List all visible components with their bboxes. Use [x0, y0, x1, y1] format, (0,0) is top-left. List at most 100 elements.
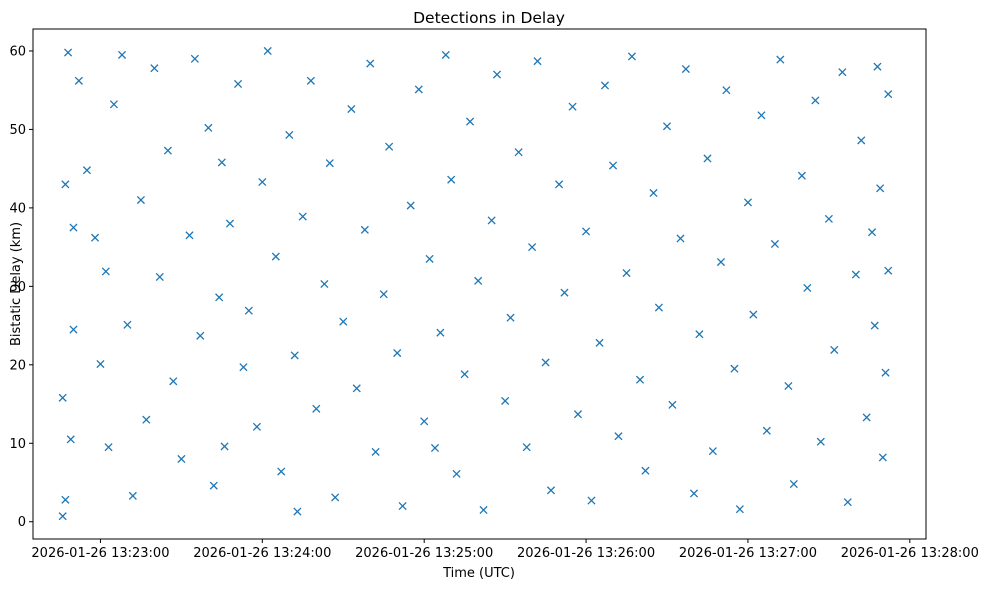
detection-point [635, 375, 645, 384]
detection-point [263, 46, 272, 56]
detection-point [163, 146, 172, 155]
detection-point [676, 234, 685, 243]
y-tick-label: 10 [9, 437, 26, 452]
x-tick-label: 2026-01-26 13:26:00 [517, 546, 655, 561]
detection-point [830, 345, 839, 354]
detection-point [69, 223, 78, 232]
detection-point [136, 195, 145, 205]
y-tick-label: 30 [9, 280, 26, 295]
detection-point [150, 64, 159, 73]
y-tick-label: 60 [9, 44, 26, 59]
detection-point [770, 239, 779, 249]
detection-point [74, 76, 83, 85]
y-tick-label: 20 [9, 358, 26, 373]
detection-point [101, 267, 110, 276]
detection-point [555, 180, 564, 189]
detection-point [546, 486, 556, 495]
detection-point [600, 81, 610, 90]
detection-point [398, 501, 407, 511]
detection-point [293, 507, 302, 516]
detection-point [501, 396, 510, 405]
detection-point [306, 76, 315, 85]
detection-point [430, 443, 440, 453]
detection-point [366, 59, 375, 68]
scatter-points [58, 46, 893, 521]
detection-point [277, 467, 286, 476]
x-axis: 2026-01-26 13:23:00 2026-01-26 13:24:00 20… [31, 539, 979, 561]
detection-point [735, 505, 744, 514]
detection-point [385, 142, 394, 151]
detection-point [123, 320, 132, 329]
detection-point [757, 111, 766, 120]
detection-point [789, 480, 798, 489]
plot-area-frame [32, 28, 927, 540]
detection-point [96, 359, 105, 369]
detection-point [876, 184, 885, 193]
detection-point [730, 364, 739, 373]
detection-point [867, 228, 877, 237]
detection-point [568, 102, 577, 111]
detection-point [196, 331, 205, 340]
detection-point [109, 100, 118, 109]
x-axis-label: Time (UTC) [442, 566, 515, 581]
detection-point [128, 491, 137, 500]
detection-point [155, 272, 164, 281]
detection-point [371, 447, 380, 456]
detection-point [595, 338, 604, 347]
detection-point [379, 290, 388, 299]
detection-point [492, 70, 502, 79]
x-tick-label: 2026-01-26 13:23:00 [31, 546, 169, 561]
detection-point [649, 188, 658, 198]
detection-point [271, 252, 280, 261]
detection-point [352, 384, 361, 393]
detection-point [441, 50, 450, 59]
detection-point [560, 288, 569, 297]
detection-point [447, 175, 456, 184]
detection-point [708, 447, 717, 456]
detection-point [185, 231, 194, 240]
detection-point [487, 216, 496, 225]
detection-point [762, 426, 771, 435]
detection-point [608, 161, 618, 170]
detection-point [851, 270, 860, 279]
x-tick-label: 2026-01-26 13:28:00 [841, 546, 979, 561]
detection-point [514, 148, 523, 157]
detection-point [215, 293, 224, 302]
detection-point [811, 96, 820, 105]
detection-point [641, 466, 650, 475]
x-tick-label: 2026-01-26 13:27:00 [679, 546, 817, 561]
detection-point [225, 219, 235, 228]
detection-point [347, 104, 356, 114]
detection-point [506, 313, 515, 322]
detection-point [312, 404, 321, 413]
detection-point [360, 225, 369, 234]
detection-point [425, 254, 434, 263]
detection-point [749, 310, 758, 319]
detection-point [239, 363, 248, 372]
detection-point [325, 159, 334, 168]
chart-title: Detections in Delay [413, 9, 565, 27]
x-tick-label: 2026-01-26 13:25:00 [355, 546, 493, 561]
detection-point [339, 317, 348, 326]
detection-point [803, 283, 812, 292]
detection-point [716, 257, 726, 267]
detection-point [220, 442, 229, 451]
detection-point [884, 266, 893, 275]
y-axis-label: Bistatic Delay (km) [9, 222, 24, 346]
detection-point [843, 498, 852, 507]
detection-point [824, 214, 833, 223]
detection-point [587, 496, 596, 505]
detection-point [816, 437, 825, 446]
detection-point [541, 358, 550, 367]
detection-point [689, 489, 699, 498]
y-tick-label: 0 [18, 515, 26, 530]
detection-point [258, 177, 267, 187]
detection-point [393, 348, 402, 358]
detection-point [479, 505, 488, 515]
y-axis: 0 10 20 30 40 50 60 [9, 44, 33, 530]
detection-point [878, 453, 887, 462]
detection-point [64, 48, 73, 57]
detection-point [58, 512, 67, 521]
detection-point [290, 351, 299, 360]
detection-point [838, 68, 847, 77]
